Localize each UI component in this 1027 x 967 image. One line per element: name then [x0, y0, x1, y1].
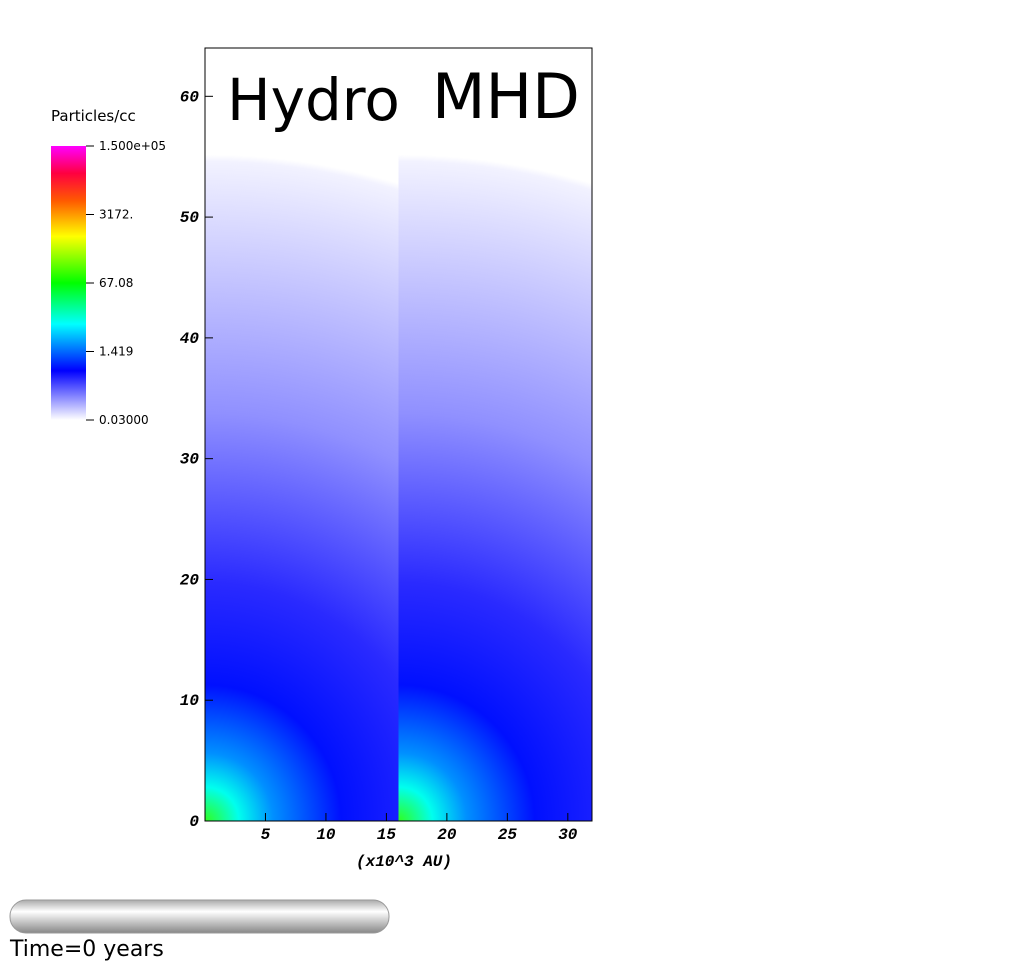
plot-frame: [204, 47, 593, 822]
y-tick-label: 30: [180, 451, 200, 469]
density-field: [205, 48, 592, 821]
legend-label: 0.03000: [99, 413, 149, 427]
time-label: Time=0 years: [9, 937, 164, 962]
y-tick-label: 40: [180, 330, 200, 348]
x-tick-label: 20: [437, 826, 457, 844]
x-tick-label: 5: [261, 826, 271, 844]
panel-fill: [398, 48, 592, 821]
legend-label: 3172.: [99, 208, 133, 222]
y-tick-label: 20: [180, 571, 200, 589]
panel-title: MHD: [432, 60, 580, 133]
legend-label: 1.500e+05: [99, 139, 166, 153]
panel-title: Hydro: [227, 66, 400, 134]
legend-label: 67.08: [99, 276, 133, 290]
y-tick-label: 0: [189, 813, 199, 831]
y-tick-label: 60: [180, 88, 200, 106]
legend-label: 1.419: [99, 345, 133, 359]
x-tick-label: 30: [558, 826, 578, 844]
x-axis-label: (x10^3 AU): [356, 853, 452, 871]
time-slider[interactable]: [9, 899, 390, 934]
x-tick-label: 10: [316, 826, 336, 844]
x-tick-label: 15: [377, 826, 397, 844]
y-tick-label: 10: [180, 692, 200, 710]
legend-title: Particles/cc: [51, 107, 136, 125]
x-tick-label: 25: [498, 826, 518, 844]
panel-field: [398, 48, 592, 821]
panel-fill: [205, 48, 399, 821]
y-tick-label: 50: [180, 209, 200, 227]
colorbar: [51, 146, 86, 420]
panel-field: [205, 48, 399, 821]
